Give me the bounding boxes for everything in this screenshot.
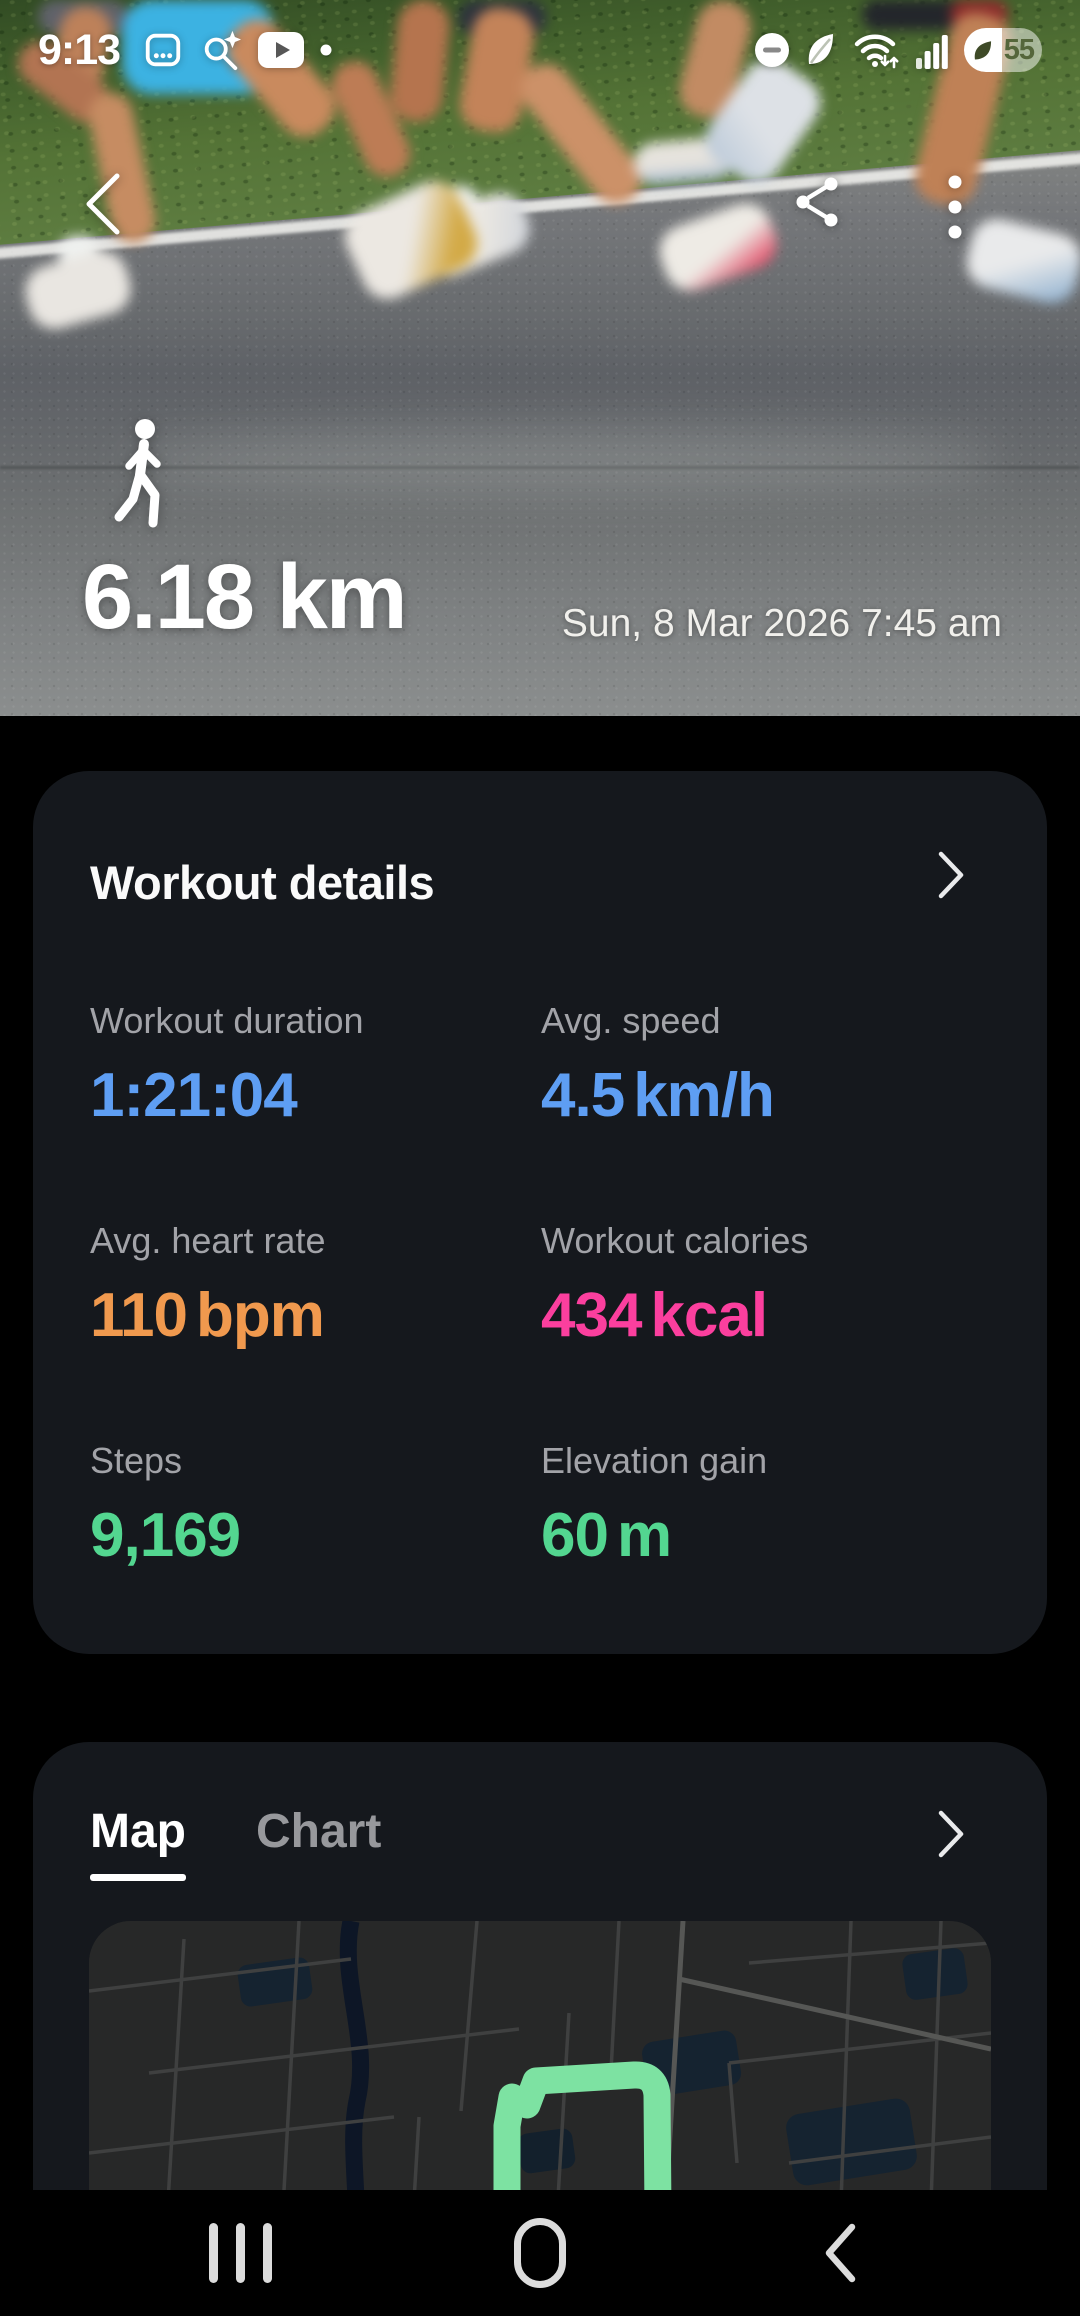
chevron-right-icon [938, 851, 964, 899]
workout-details-title: Workout details [90, 856, 435, 909]
status-bar-right: 55 [754, 28, 1042, 72]
tab-chart[interactable]: Chart [256, 1805, 382, 1858]
metric-steps: Steps 9,169 [90, 1439, 541, 1573]
metric-elevation-gain: Elevation gain 60 m [541, 1439, 1007, 1573]
workout-details-card: Workout details Workout duration 1:21:04… [33, 771, 1047, 1654]
metric-workout-calories: Workout calories 434 kcal [541, 1219, 1007, 1353]
walking-person-icon [110, 418, 176, 535]
metric-workout-duration: Workout duration 1:21:04 [90, 999, 541, 1133]
home-icon [514, 2218, 566, 2288]
runners-illustration [0, 0, 1080, 716]
eco-leaf-icon [806, 32, 836, 68]
nav-recents-button[interactable] [188, 2201, 292, 2305]
metric-label: Workout calories [541, 1220, 809, 1261]
assistant-search-icon [200, 29, 242, 71]
workout-details-open-button[interactable] [935, 849, 967, 904]
metric-label: Workout duration [90, 1000, 364, 1041]
road-sheen [120, 430, 1000, 490]
hero-photo: 9:13 [0, 0, 1080, 716]
back-button[interactable] [80, 172, 126, 239]
route-path [493, 2061, 673, 2316]
metric-avg-speed: Avg. speed 4.5 km/h [541, 999, 1007, 1133]
distance-number: 6.18 [82, 546, 255, 648]
notification-dot-icon [320, 44, 332, 56]
battery-eco-leaf-icon [974, 41, 992, 60]
signal-bars-icon [916, 31, 948, 69]
map-chart-tabs: Map Chart [90, 1804, 381, 1881]
metric-label: Avg. speed [541, 1000, 721, 1041]
workout-datetime: Sun, 8 Mar 2026 7:45 am [561, 602, 1002, 645]
metric-value: 1:21:04 [90, 1061, 298, 1130]
road-seam [0, 466, 1080, 469]
share-button[interactable] [792, 176, 842, 231]
more-options-icon [948, 175, 962, 239]
recents-icon [208, 2223, 272, 2283]
system-nav-bar [0, 2190, 1080, 2316]
metric-value: 110 bpm [90, 1281, 325, 1350]
distance-value: 6.18 km [82, 545, 408, 650]
chevron-right-icon [938, 1810, 964, 1858]
wifi-icon [852, 29, 900, 71]
more-options-button[interactable] [948, 174, 962, 243]
tab-map[interactable]: Map [90, 1804, 186, 1881]
metric-label: Avg. heart rate [90, 1220, 326, 1261]
metric-value: 9,169 [90, 1501, 241, 1570]
status-bar: 9:13 [0, 22, 1080, 78]
youtube-icon [258, 32, 305, 68]
tab-active-underline [90, 1874, 186, 1881]
metric-value: 434 kcal [541, 1281, 768, 1350]
distance-unit: km [276, 546, 408, 648]
share-icon [796, 177, 838, 227]
metric-value: 60 m [541, 1501, 672, 1570]
map-open-button[interactable] [935, 1808, 967, 1863]
metrics-grid: Workout duration 1:21:04 Avg. speed 4.5 k… [90, 999, 1007, 1573]
metric-label: Steps [90, 1440, 183, 1481]
metric-avg-heart-rate: Avg. heart rate 110 bpm [90, 1219, 541, 1353]
screen-record-icon [142, 29, 184, 71]
metric-value: 4.5 km/h [541, 1061, 775, 1130]
nav-back-icon [825, 2223, 856, 2283]
clock: 9:13 [38, 25, 121, 74]
battery-indicator: 55 [964, 28, 1042, 72]
battery-percent: 55 [1003, 34, 1035, 66]
tab-map-label: Map [90, 1805, 186, 1858]
metric-label: Elevation gain [541, 1440, 768, 1481]
nav-back-button[interactable] [788, 2201, 892, 2305]
nav-home-button[interactable] [488, 2201, 592, 2305]
do-not-disturb-icon [754, 32, 790, 68]
back-arrow-icon [86, 173, 120, 235]
status-bar-left: 9:13 [38, 26, 332, 75]
